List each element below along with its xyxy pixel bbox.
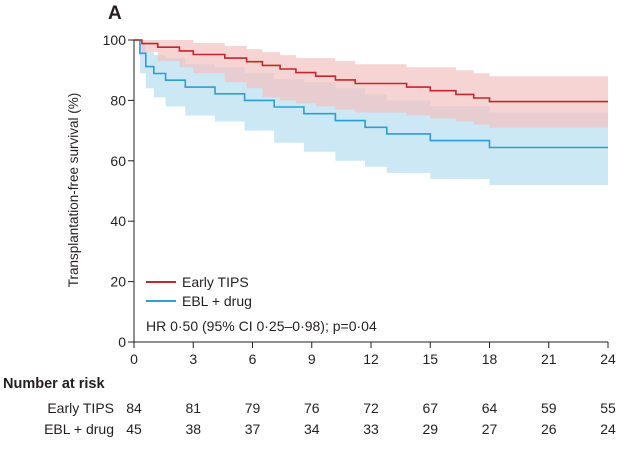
y-tick-label: 20 xyxy=(110,274,126,290)
risk-value-ebl-drug: 24 xyxy=(600,421,616,437)
risk-value-ebl-drug: 34 xyxy=(304,421,320,437)
x-tick-label: 21 xyxy=(541,351,557,367)
x-tick-label: 3 xyxy=(189,351,197,367)
survival-line-early-tips xyxy=(134,39,608,103)
survival-line-ebl-drug xyxy=(134,39,608,149)
axes: 0 20 40 60 80 100 0 3 6 9 12 15 18 21 24 xyxy=(103,32,616,367)
risk-value-early-tips: 59 xyxy=(541,400,557,416)
risk-value-ebl-drug: 33 xyxy=(363,421,379,437)
y-tick-label: 60 xyxy=(110,153,126,169)
y-axis-title: Transplantation-free survival (%) xyxy=(66,93,81,288)
risk-value-early-tips: 64 xyxy=(482,400,498,416)
risk-value-ebl-drug: 27 xyxy=(482,421,498,437)
y-tick-label: 40 xyxy=(110,213,126,229)
risk-value-ebl-drug: 37 xyxy=(245,421,261,437)
risk-row-label-early-tips: Early TIPS xyxy=(47,400,114,416)
risk-row-label-ebl-drug: EBL + drug xyxy=(44,421,114,437)
risk-value-early-tips: 84 xyxy=(126,400,142,416)
confidence-bands xyxy=(134,40,608,185)
x-tick-label: 6 xyxy=(249,351,257,367)
risk-value-ebl-drug: 26 xyxy=(541,421,557,437)
risk-value-early-tips: 76 xyxy=(304,400,320,416)
risk-value-ebl-drug: 45 xyxy=(126,421,142,437)
x-tick-label: 24 xyxy=(600,351,616,367)
hazard-ratio-annotation: HR 0·50 (95% CI 0·25–0·98); p=0·04 xyxy=(146,318,377,334)
risk-table-title: Number at risk xyxy=(3,376,105,392)
legend: Early TIPS EBL + drug xyxy=(146,274,252,309)
legend-label-ebl-drug: EBL + drug xyxy=(182,293,252,309)
x-tick-label: 15 xyxy=(422,351,438,367)
risk-value-ebl-drug: 38 xyxy=(185,421,201,437)
x-tick-label: 12 xyxy=(363,351,379,367)
risk-value-early-tips: 79 xyxy=(245,400,261,416)
panel-label: A xyxy=(108,3,122,24)
x-tick-label: 0 xyxy=(130,351,138,367)
risk-value-early-tips: 67 xyxy=(422,400,438,416)
y-tick-label: 80 xyxy=(110,92,126,108)
risk-table-values: 84 81 79 76 72 67 64 59 55 45 38 37 34 33 29 27 26 24 xyxy=(126,400,616,437)
legend-label-early-tips: Early TIPS xyxy=(182,274,249,290)
x-tick-label: 18 xyxy=(482,351,498,367)
risk-value-early-tips: 81 xyxy=(185,400,201,416)
y-tick-label: 0 xyxy=(118,334,126,350)
risk-value-ebl-drug: 29 xyxy=(422,421,438,437)
risk-value-early-tips: 55 xyxy=(600,400,616,416)
survival-curves xyxy=(134,39,608,149)
x-tick-label: 9 xyxy=(308,351,316,367)
y-tick-label: 100 xyxy=(103,32,127,48)
risk-value-early-tips: 72 xyxy=(363,400,379,416)
